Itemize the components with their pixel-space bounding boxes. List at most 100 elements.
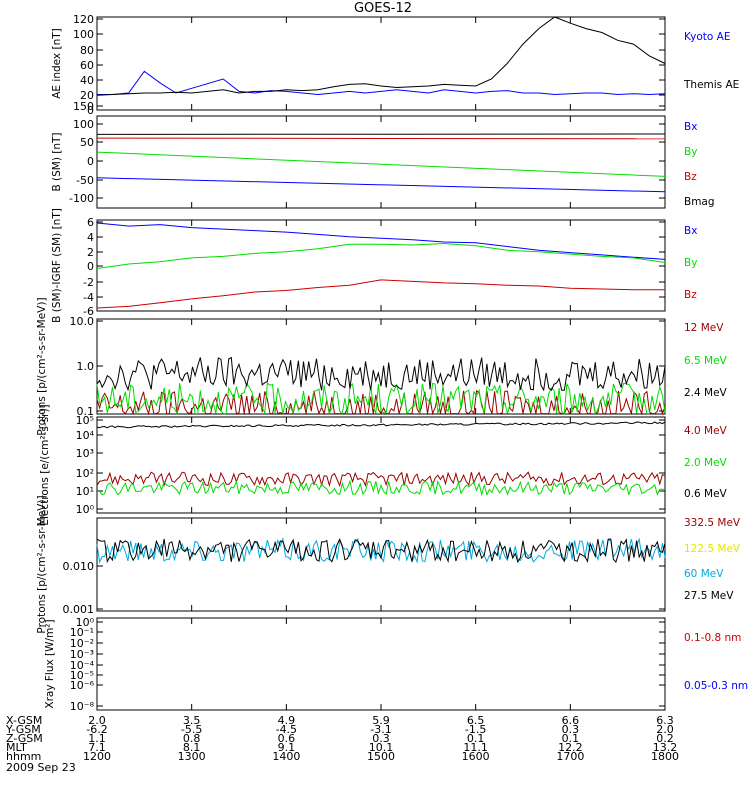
series-line-by: [96, 242, 666, 269]
panel-1: 0 20 40 60 80 100 120 AE index [nT] Kyoto AE Them…: [51, 13, 739, 117]
y-tick-label: -6: [83, 305, 94, 318]
series-line-by: [96, 151, 666, 177]
footer-value: 1300: [178, 750, 206, 763]
footer-value: 0.1: [562, 732, 580, 745]
legend-60-mev: 60 MeV: [684, 568, 724, 580]
footer-value: 0.3: [372, 732, 390, 745]
series-line-bz: [96, 137, 666, 140]
footer-value: 4.9: [278, 714, 296, 727]
y-tick-label: 10⁰: [76, 616, 95, 629]
legend-by: By: [684, 146, 697, 158]
y-tick-label: 10⁰: [76, 503, 95, 516]
legend-12-mev: 12 MeV: [684, 322, 724, 334]
panel-5: 10⁰ 10¹ 10² 10³ 10⁴ 10⁵ Electrons [e/(cm²-s-sr…: [39, 404, 728, 525]
y-tick-label: 4: [87, 231, 94, 244]
series-line-2-4-mev: [96, 356, 666, 392]
footer-value: 1400: [272, 750, 300, 763]
y-tick-label: 0: [87, 104, 94, 117]
footer-value: 13.2: [653, 741, 678, 754]
y-axis-label: Xray Flux [W/m²]: [44, 619, 56, 708]
footer-value: 6.3: [656, 714, 674, 727]
series-line-27-5-mev: [96, 538, 666, 564]
y-tick-label: 40: [80, 74, 94, 87]
y-axis-label: Electrons [e/(cm²-s-sr)]: [39, 404, 51, 525]
footer-value: 1500: [367, 750, 395, 763]
y-tick-label: 100: [73, 118, 94, 131]
orbit-footer: 2.0-6.21.17.112003.5-5.50.88.113004.9-4.…: [5, 714, 679, 774]
legend-bz: Bz: [684, 171, 697, 183]
footer-row-label: X-GSM: [6, 714, 42, 727]
footer-date: 2009 Sep 23: [6, 761, 76, 774]
panel-2: -100 -50 0 50 100 150 B (SM) [nT] Bx By Bz Bmag: [51, 100, 715, 209]
panel-frame: [96, 219, 666, 312]
legend-27-5-mev: 27.5 MeV: [684, 590, 734, 602]
y-tick-label: 10⁻⁸: [70, 700, 95, 713]
footer-value: -5.5: [181, 723, 202, 736]
footer-value: 5.9: [372, 714, 390, 727]
legend-by: By: [684, 257, 697, 269]
footer-value: 7.1: [88, 741, 106, 754]
y-tick-label: 0: [87, 155, 94, 168]
series-line-0-6-mev: [96, 421, 666, 429]
y-tick-label: 10⁻⁶: [70, 679, 95, 692]
y-tick-label: 10⁻⁵: [70, 669, 94, 682]
footer-value: 11.1: [463, 741, 488, 754]
y-tick-label: 10¹: [76, 485, 94, 498]
y-axis-label: Protons [p/(cm²-s-sr-MeV)]: [36, 495, 48, 633]
footer-row-label: Z-GSM: [6, 732, 43, 745]
y-tick-label: 10⁴: [76, 429, 95, 442]
legend-bmag: Bmag: [684, 196, 715, 208]
y-tick-label: 100: [73, 28, 94, 41]
y-tick-label: 2: [87, 246, 94, 259]
y-tick-label: 1.0: [77, 360, 95, 373]
y-tick-label: 50: [80, 136, 94, 149]
panel-4: 0.1 1.0 10.0 Protons [p/(cm²-s-sr-MeV)] 12 M…: [36, 297, 728, 435]
y-tick-label: 10⁻³: [70, 648, 94, 661]
y-tick-label: 150: [73, 100, 94, 113]
y-tick-label: 60: [80, 59, 94, 72]
y-axis-label: AE index [nT]: [51, 28, 63, 98]
legend-bx: Bx: [684, 225, 697, 237]
legend-0-1-0-8-nm: 0.1-0.8 nm: [684, 632, 741, 644]
y-tick-label: -100: [69, 192, 94, 205]
panel-frame: [96, 16, 666, 111]
legend-bz: Bz: [684, 289, 697, 301]
series-line-4-0-mev: [96, 471, 666, 488]
footer-value: 1200: [83, 750, 111, 763]
footer-value: 10.1: [369, 741, 394, 754]
y-tick-label: 10⁻¹: [70, 626, 94, 639]
legend-2-4-mev: 2.4 MeV: [684, 387, 728, 399]
series-line-bx: [96, 222, 666, 260]
footer-value: 1700: [556, 750, 584, 763]
y-tick-label: 10⁻²: [70, 637, 94, 650]
panel-frame: [96, 115, 666, 209]
y-tick-label: 10.0: [70, 315, 95, 328]
legend-4-0-mev: 4.0 MeV: [684, 425, 728, 437]
footer-value: 6.6: [562, 714, 580, 727]
series-line-kyoto-ae: [97, 70, 666, 96]
footer-value: 8.1: [183, 741, 201, 754]
y-tick-label: 0.1: [77, 405, 95, 418]
y-tick-label: 0: [87, 260, 94, 273]
y-tick-label: 0.010: [63, 560, 95, 573]
y-tick-label: -2: [83, 276, 94, 289]
y-tick-label: 80: [80, 44, 94, 57]
plot-title: GOES-12: [354, 1, 412, 16]
y-tick-label: 10⁻⁴: [70, 659, 95, 672]
footer-value: -3.1: [370, 723, 391, 736]
series-line-bx: [96, 177, 666, 193]
y-tick-label: 120: [73, 13, 94, 26]
y-tick-label: -50: [76, 174, 94, 187]
y-tick-label: -4: [83, 291, 94, 304]
footer-row-label: Y-GSM: [5, 723, 41, 736]
panel-frame: [96, 416, 666, 514]
footer-value: 2.0: [656, 723, 674, 736]
footer-value: -1.5: [465, 723, 486, 736]
footer-value: -6.2: [86, 723, 107, 736]
footer-value: 0.3: [562, 723, 580, 736]
series-line-2-0-mev: [97, 479, 666, 497]
panel-6: 0.001 0.010 Protons [p/(cm²-s-sr-MeV)] 332.…: [36, 495, 741, 633]
y-tick-label: 20: [80, 89, 94, 102]
